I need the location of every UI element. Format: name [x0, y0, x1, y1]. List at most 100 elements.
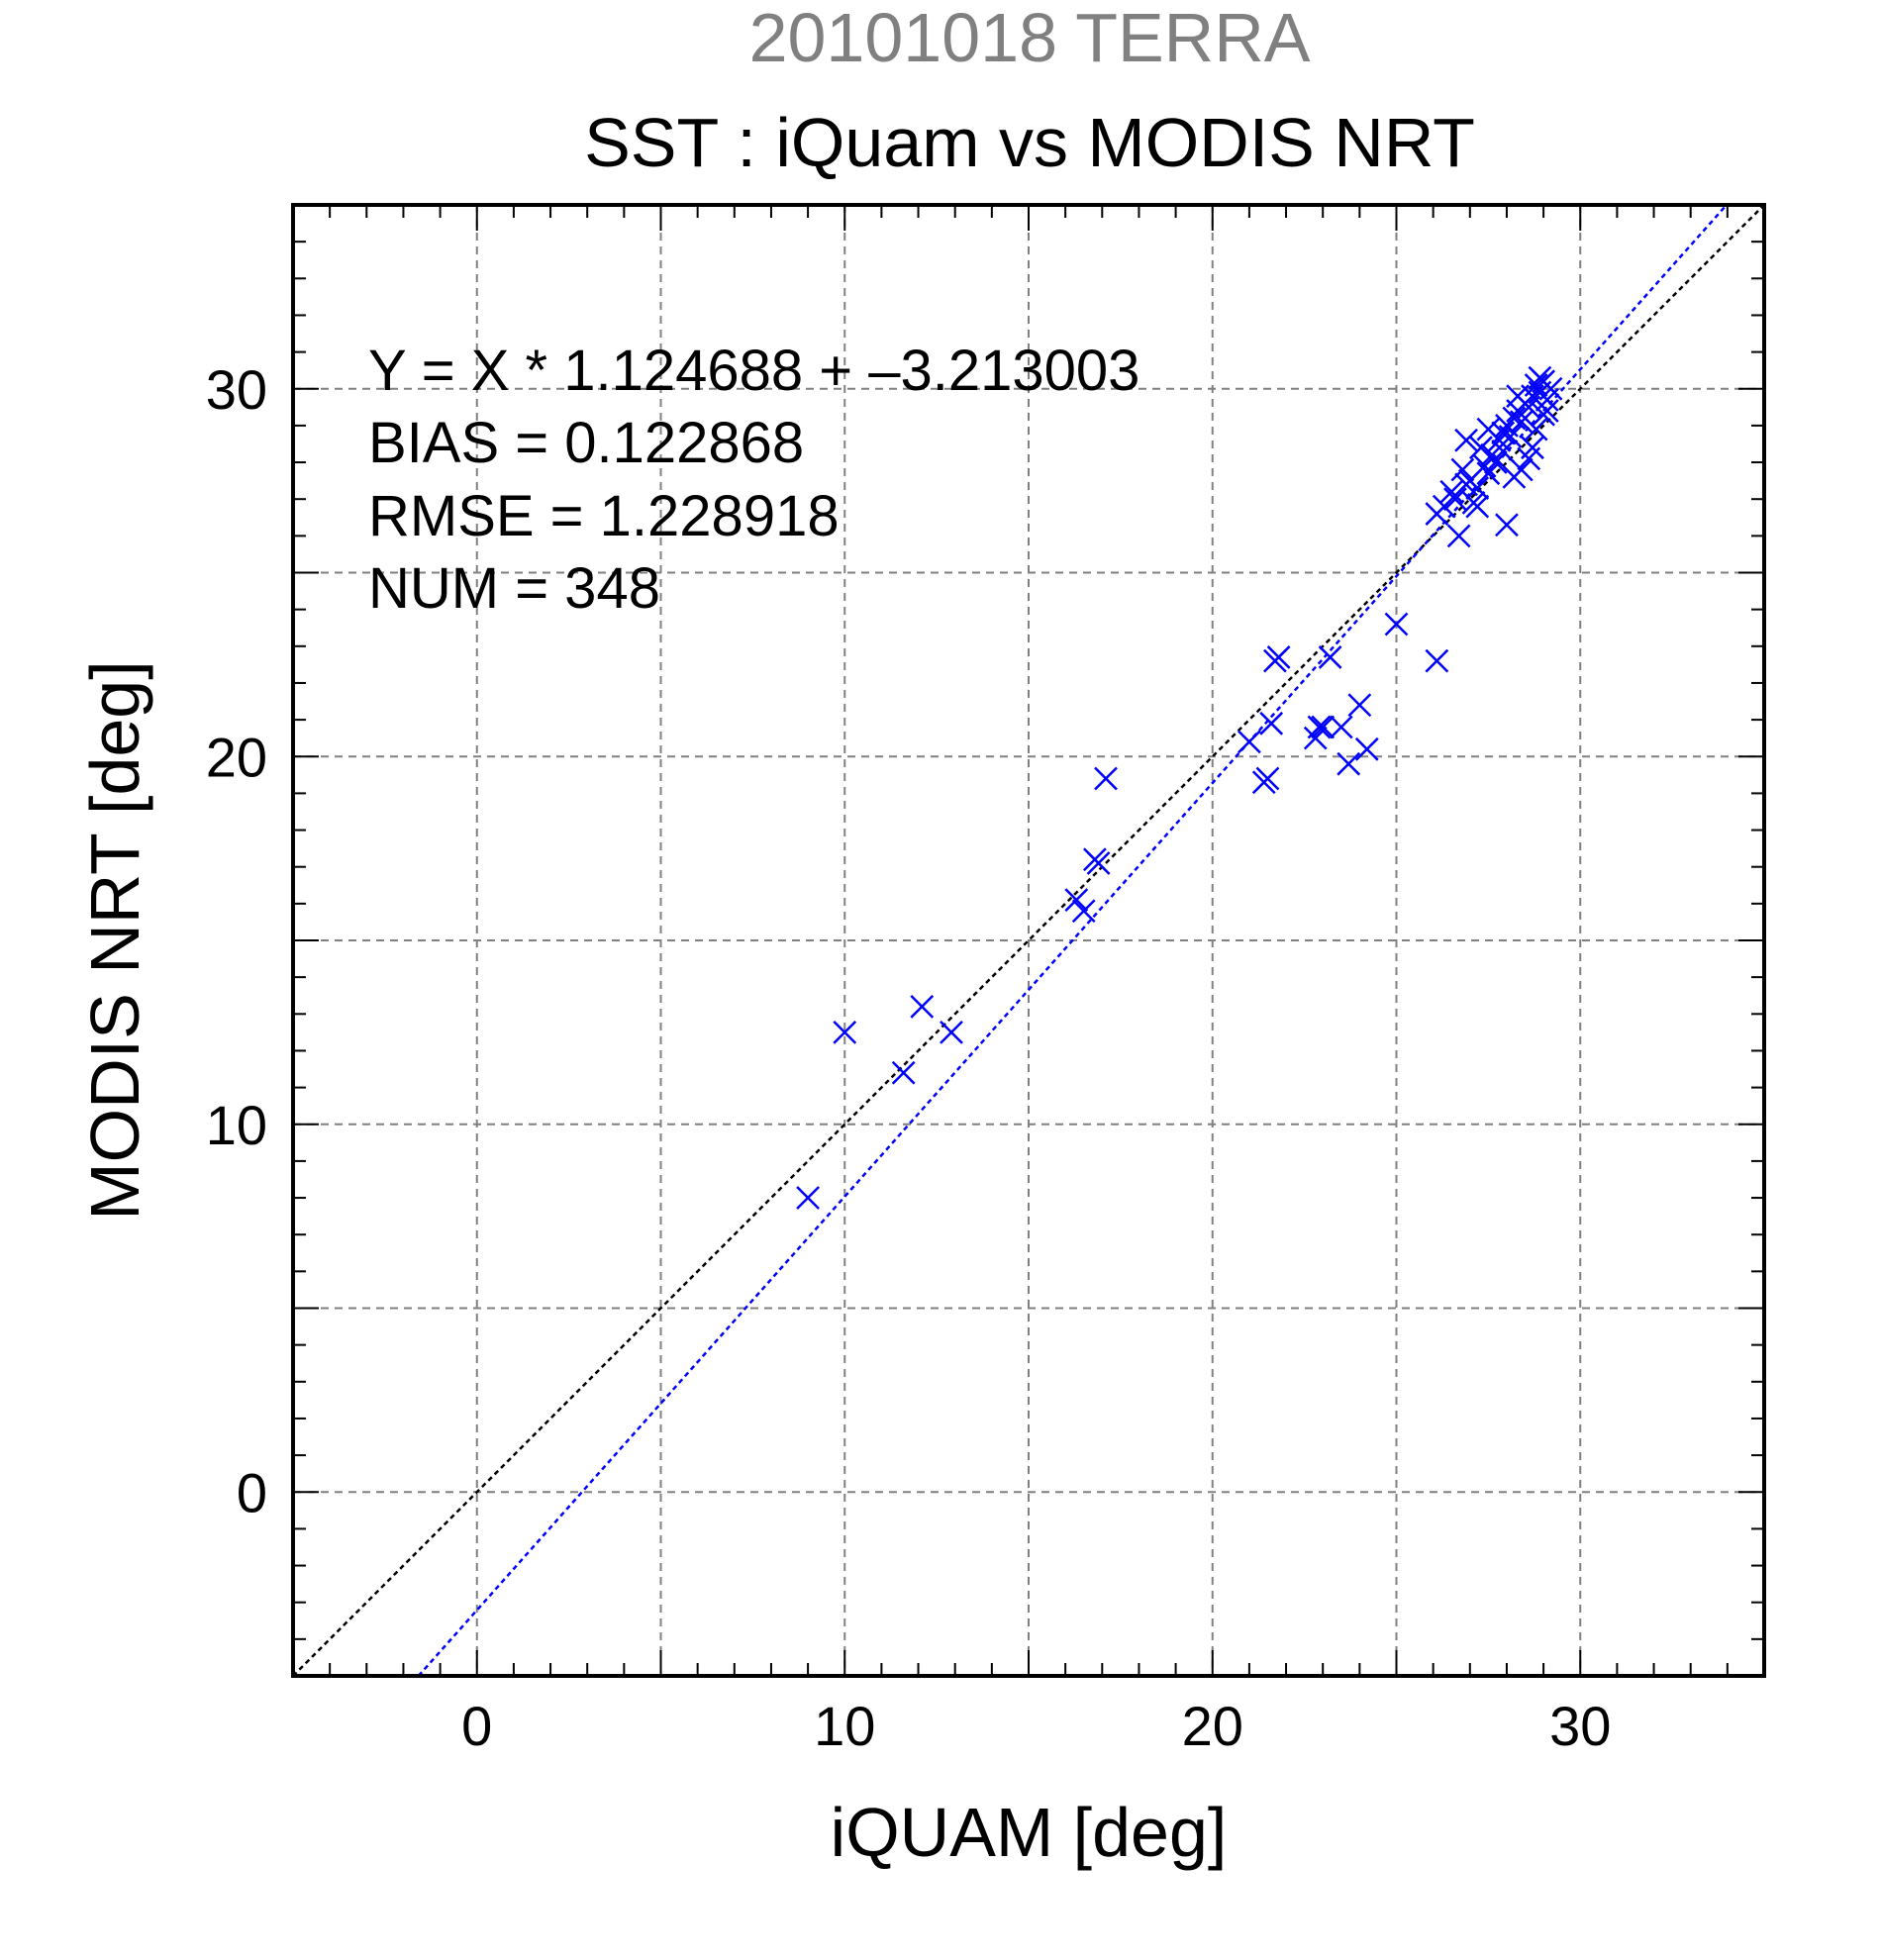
- y-tick-label: 30: [206, 358, 267, 421]
- data-point: [1524, 373, 1548, 397]
- data-point-stroke: [1524, 373, 1548, 397]
- data-point-stroke: [1491, 421, 1516, 445]
- data-point-stroke: [1495, 513, 1519, 538]
- x-tick-label: 30: [1549, 1695, 1611, 1757]
- y-tick-labels: 0 10 20 30: [206, 358, 267, 1524]
- x-tick-label: 0: [461, 1695, 492, 1757]
- data-point-stroke: [1454, 428, 1478, 452]
- data-point: [1311, 715, 1336, 739]
- plot-frame: [291, 203, 1766, 1678]
- data-point-stroke: [796, 1186, 820, 1210]
- data-point: [1495, 513, 1519, 538]
- data-point-stroke: [1476, 417, 1501, 441]
- data-point: [1432, 494, 1456, 519]
- data-point: [1509, 410, 1534, 435]
- data-point: [1446, 524, 1471, 548]
- data-point: [1336, 751, 1361, 776]
- data-point: [1450, 457, 1475, 482]
- annotation-num: NUM = 348: [368, 556, 660, 621]
- data-point: [1425, 648, 1449, 673]
- data-point-stroke: [1465, 494, 1490, 519]
- data-point: [833, 1020, 857, 1044]
- data-point: [796, 1186, 820, 1210]
- data-point-stroke: [1064, 888, 1089, 913]
- data-point-stroke: [1502, 406, 1527, 431]
- data-point: [1071, 899, 1096, 924]
- data-point: [1498, 425, 1523, 448]
- data-point-stroke: [1538, 376, 1563, 401]
- data-point: [1491, 421, 1516, 445]
- data-point: [1443, 487, 1467, 512]
- data-point: [1318, 645, 1342, 669]
- data-point: [1086, 851, 1111, 875]
- data-point-stroke: [891, 1060, 916, 1085]
- data-point-stroke: [1521, 436, 1544, 460]
- data-point-stroke: [1439, 479, 1464, 504]
- data-point: [1528, 365, 1552, 390]
- data-point: [1255, 766, 1280, 791]
- annotation-regression: Y = X * 1.124688 + –3.213003: [368, 339, 1139, 403]
- annotation-rmse: RMSE = 1.228918: [368, 484, 840, 548]
- data-point: [1476, 461, 1501, 486]
- x-tick-label: 20: [1182, 1695, 1243, 1757]
- data-point-stroke: [1491, 440, 1516, 463]
- data-point: [1266, 645, 1291, 669]
- data-point-stroke: [1528, 365, 1552, 390]
- data-point-stroke: [1336, 751, 1361, 776]
- data-point-stroke: [1469, 436, 1493, 460]
- data-point-stroke: [940, 1020, 963, 1044]
- data-point-stroke: [1071, 899, 1096, 924]
- data-point: [1238, 730, 1261, 754]
- data-point: [1354, 736, 1379, 761]
- data-point: [940, 1020, 963, 1044]
- data-point-stroke: [1094, 766, 1118, 791]
- data-point: [1476, 417, 1501, 441]
- data-point-stroke: [1432, 494, 1456, 519]
- data-point: [910, 994, 935, 1019]
- annotation-bias: BIAS = 0.122868: [368, 411, 804, 475]
- data-point: [1064, 888, 1089, 913]
- data-point: [1465, 494, 1490, 519]
- axis-ticks: [292, 204, 1765, 1677]
- data-point-stroke: [1238, 730, 1261, 754]
- data-point: [1491, 440, 1516, 463]
- data-point-stroke: [833, 1020, 857, 1044]
- data-point-stroke: [1259, 711, 1284, 735]
- data-point-stroke: [1384, 612, 1409, 637]
- y-tick-label: 10: [206, 1094, 267, 1156]
- data-point: [1454, 428, 1478, 452]
- grid-lines: [293, 205, 1764, 1676]
- data-point-stroke: [1446, 524, 1471, 548]
- data-point-stroke: [1509, 410, 1534, 435]
- data-point-stroke: [1476, 461, 1501, 486]
- data-point-stroke: [1425, 648, 1449, 673]
- data-point-stroke: [1354, 736, 1379, 761]
- data-point-stroke: [910, 994, 935, 1019]
- data-point: [1465, 476, 1490, 500]
- data-point: [1094, 766, 1118, 791]
- data-point-stroke: [1311, 715, 1336, 739]
- data-point-stroke: [1509, 457, 1534, 482]
- data-point-stroke: [1266, 645, 1291, 669]
- data-point-stroke: [1086, 851, 1111, 875]
- data-point-stroke: [1498, 425, 1523, 448]
- x-tick-labels: 0 10 20 30: [461, 1695, 1611, 1757]
- data-point-stroke: [1524, 417, 1548, 441]
- data-point-stroke: [1450, 457, 1475, 482]
- data-point: [1483, 450, 1508, 474]
- chart-subtitle: SST : iQuam vs MODIS NRT: [584, 104, 1475, 181]
- x-axis-label: iQUAM [deg]: [831, 1794, 1228, 1871]
- data-point-stroke: [1443, 487, 1467, 512]
- data-point-stroke: [1255, 766, 1280, 791]
- y-tick-label: 20: [206, 726, 267, 788]
- data-point: [891, 1060, 916, 1085]
- x-tick-label: 10: [814, 1695, 875, 1757]
- data-point-stroke: [1465, 476, 1490, 500]
- data-point: [1439, 479, 1464, 504]
- data-point-stroke: [1506, 384, 1530, 409]
- y-axis-label: MODIS NRT [deg]: [76, 660, 153, 1220]
- data-point: [1524, 417, 1548, 441]
- data-point: [1521, 436, 1544, 460]
- data-point-stroke: [1318, 645, 1342, 669]
